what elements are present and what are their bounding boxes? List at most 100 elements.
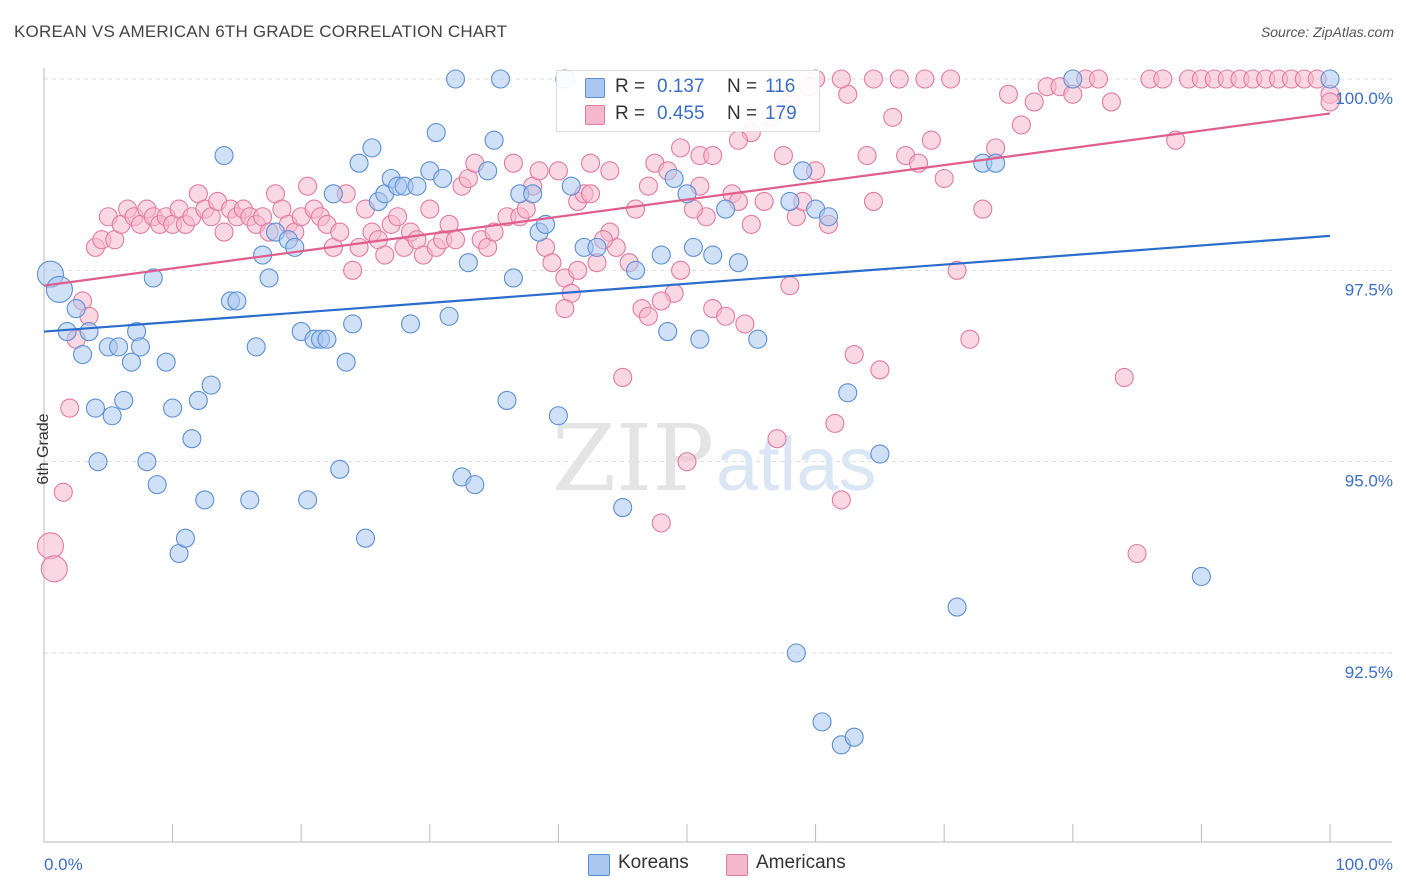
- american-point-54: [388, 207, 408, 227]
- korean-point-99: [947, 597, 967, 617]
- american-point-155: [941, 69, 961, 89]
- american-point-126: [973, 199, 993, 219]
- american-point-47: [343, 260, 363, 280]
- american-point-106: [773, 145, 794, 166]
- american-point-75: [529, 161, 549, 181]
- korean-point-86: [716, 199, 736, 219]
- axes: [43, 68, 1392, 843]
- korean-point-40: [317, 329, 337, 349]
- korean-point-14: [130, 337, 150, 357]
- american-point-82: [580, 153, 601, 173]
- korean-point-1: [45, 275, 73, 304]
- american-point-179: [542, 253, 562, 273]
- x-tick-label-min: 0.0%: [44, 855, 83, 874]
- american-point-178: [555, 299, 575, 319]
- koreans-bottom-label: Koreans: [618, 852, 689, 873]
- korean-point-91: [793, 161, 813, 181]
- korean-point-78: [626, 260, 646, 280]
- y-tick-label-1: 95.0%: [1345, 472, 1393, 491]
- korean-point-43: [336, 352, 356, 372]
- korean-point-64: [484, 130, 504, 150]
- korean-point-97: [844, 727, 864, 747]
- american-point-84: [600, 161, 620, 181]
- american-point-172: [638, 306, 658, 326]
- american-point-1: [40, 555, 68, 583]
- american-point-137: [1114, 367, 1134, 388]
- korean-point-25: [201, 375, 221, 395]
- american-point-87: [626, 199, 646, 219]
- american-point-52: [375, 245, 395, 265]
- american-point-125: [960, 329, 980, 349]
- korean-point-76: [587, 237, 607, 257]
- korean-point-45: [349, 153, 369, 173]
- americans-bottom-label: Americans: [756, 852, 846, 873]
- korean-point-103: [1191, 566, 1211, 587]
- koreans-r-value: 0.137: [657, 76, 705, 97]
- american-point-27: [214, 222, 234, 242]
- korean-point-21: [175, 528, 196, 548]
- american-point-122: [921, 130, 941, 150]
- korean-point-15: [137, 452, 157, 472]
- american-point-136: [1101, 92, 1121, 112]
- american-point-129: [1011, 115, 1031, 135]
- korean-point-58: [439, 306, 459, 326]
- korean-point-2: [57, 322, 77, 342]
- tick-labels: 92.5% 95.0% 97.5% 100.0% 0.0% 100.0%: [44, 89, 1393, 874]
- korean-point-10: [109, 337, 129, 357]
- korean-point-84: [690, 329, 710, 349]
- korean-point-88: [748, 329, 768, 349]
- american-point-103: [741, 214, 761, 234]
- american-point-77: [548, 161, 568, 181]
- korean-point-28: [227, 291, 247, 311]
- american-point-99: [716, 306, 736, 326]
- korean-point-104: [1320, 69, 1340, 89]
- korean-point-18: [156, 352, 176, 372]
- korean-point-72: [548, 406, 568, 426]
- korean-point-57: [433, 168, 453, 189]
- korean-point-42: [330, 459, 350, 479]
- american-point-94: [671, 138, 691, 158]
- american-point-2: [53, 482, 73, 502]
- american-point-117: [863, 191, 884, 212]
- korean-point-77: [613, 498, 633, 518]
- american-point-154: [1320, 92, 1340, 112]
- korean-point-66: [497, 390, 517, 410]
- korean-point-37: [298, 490, 318, 510]
- american-point-107: [780, 276, 800, 296]
- american-point-112: [825, 413, 845, 433]
- american-point-140: [1153, 69, 1173, 89]
- y-axis-label: 6th Grade: [35, 413, 52, 485]
- american-point-138: [1127, 543, 1147, 564]
- y-tick-label-0: 92.5%: [1345, 663, 1393, 682]
- koreans-n-label: N =: [727, 76, 758, 97]
- american-point-3: [60, 398, 80, 418]
- american-point-45: [330, 222, 350, 242]
- american-point-115: [844, 344, 864, 365]
- korean-point-90: [786, 643, 806, 663]
- korean-point-59: [445, 69, 466, 89]
- legend-row-koreans: R = 0.137 N = 116: [557, 74, 819, 100]
- korean-point-54: [407, 176, 427, 196]
- korean-point-79: [651, 245, 671, 265]
- american-point-116: [857, 145, 877, 166]
- koreans-n-value: 116: [765, 76, 796, 97]
- american-point-166: [728, 130, 748, 150]
- korean-point-94: [818, 207, 839, 227]
- american-point-86: [613, 367, 633, 388]
- korean-point-96: [838, 383, 858, 403]
- american-point-69: [484, 222, 504, 242]
- korean-point-53: [400, 314, 421, 334]
- korean-point-74: [561, 176, 581, 196]
- korean-point-32: [259, 268, 279, 288]
- chart-title: KOREAN VS AMERICAN 6TH GRADE CORRELATION…: [14, 22, 508, 41]
- americans-bottom-swatch: [726, 854, 748, 876]
- americans-r-label: R =: [615, 103, 646, 124]
- american-point-91: [651, 513, 671, 533]
- koreans-bottom-swatch: [588, 854, 610, 876]
- american-point-40: [298, 176, 318, 196]
- american-point-157: [889, 69, 909, 89]
- korean-point-46: [355, 528, 376, 548]
- korean-point-30: [246, 337, 266, 357]
- american-point-59: [420, 199, 440, 219]
- korean-point-22: [182, 429, 202, 449]
